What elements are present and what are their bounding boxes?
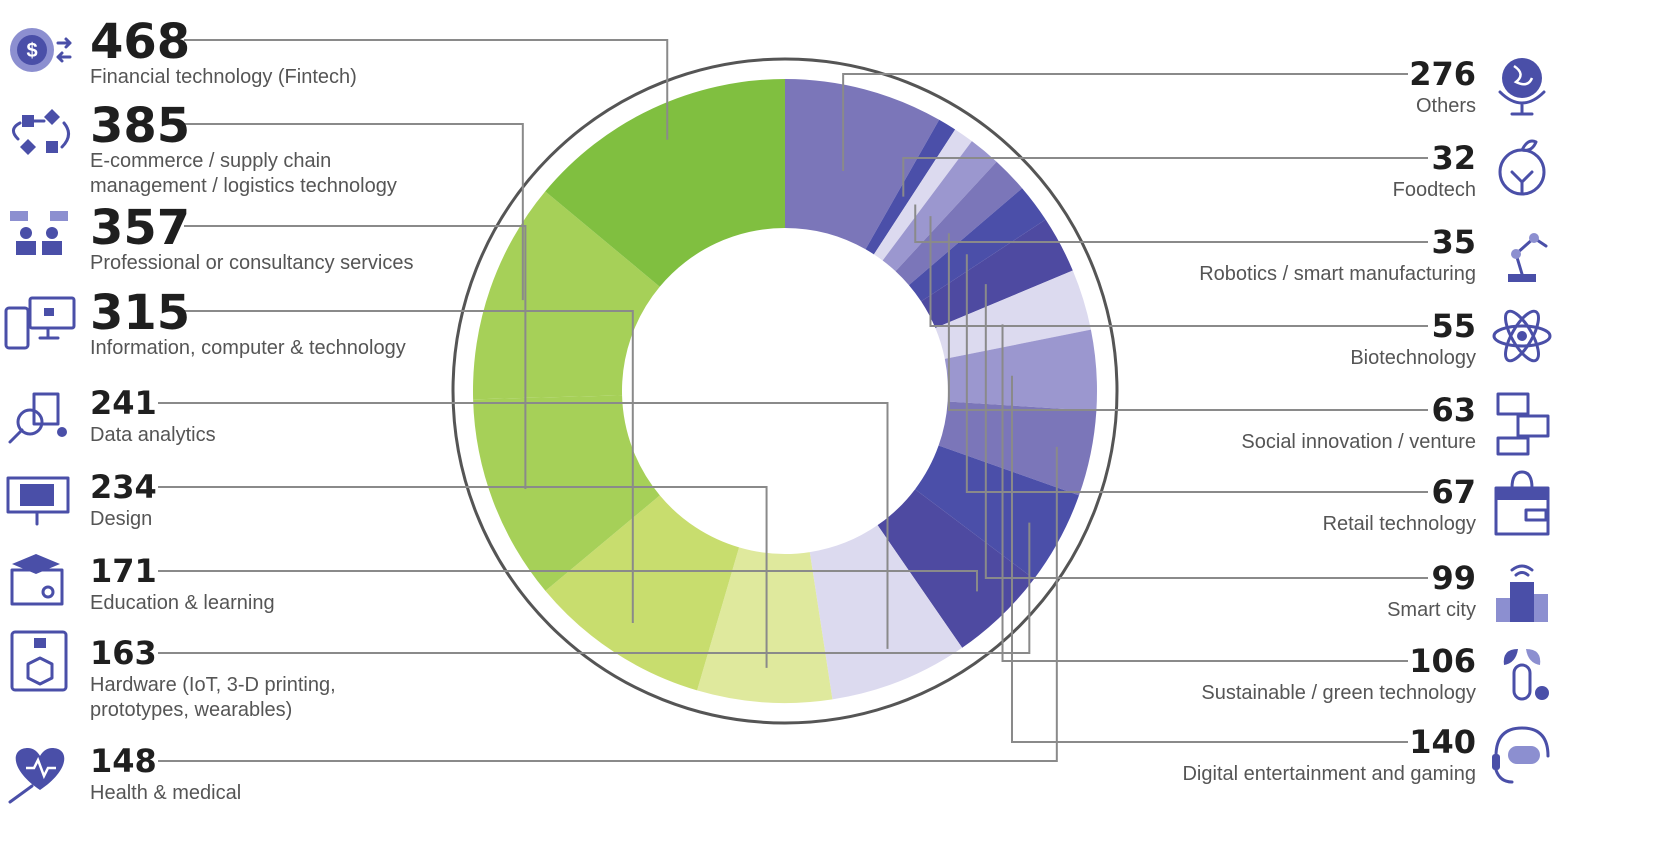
- atom-icon: [1492, 309, 1552, 363]
- leader-left-4: [158, 402, 889, 649]
- leader-right-0: [842, 73, 1408, 172]
- right-label-1: Foodtech: [1393, 179, 1476, 201]
- leader-left-8: [158, 446, 1058, 762]
- slice-information-computer-technology: [545, 495, 740, 691]
- right-value-3: 55: [1431, 307, 1476, 345]
- leader-right-8: [1010, 375, 1408, 743]
- left-value-0: 468: [90, 14, 190, 70]
- slice-data-analytics: [809, 525, 963, 700]
- leader-right-7: [1001, 324, 1408, 662]
- left-value-3: 315: [90, 285, 190, 341]
- category-icons: $: [4, 28, 1552, 804]
- magnifier-analytics-icon: [8, 392, 67, 444]
- slice-digital-entertainment-and-gaming: [944, 329, 1097, 411]
- left-value-8: 148: [90, 742, 157, 780]
- graduation-certificate-icon: [10, 554, 64, 606]
- right-label-4: Social innovation / venture: [1241, 431, 1476, 453]
- slice-others: [785, 79, 940, 250]
- left-label-0: Financial technology (Fintech): [90, 66, 357, 88]
- right-label-8: Digital entertainment and gaming: [1182, 763, 1476, 785]
- right-value-2: 35: [1431, 223, 1476, 261]
- slice-robotics-smart-manufacturing: [873, 129, 972, 261]
- right-label-5: Retail technology: [1323, 513, 1476, 535]
- left-label-5: Design: [90, 508, 152, 530]
- right-value-7: 106: [1409, 642, 1476, 680]
- leader-left-6: [158, 570, 978, 592]
- right-label-3: Biotechnology: [1350, 347, 1476, 369]
- gamepad-headset-icon: [1492, 726, 1550, 784]
- right-label-6: Smart city: [1387, 599, 1476, 621]
- leader-right-2: [914, 204, 1428, 243]
- left-label-7: Hardware (IoT, 3-D printing,: [90, 674, 336, 696]
- consultants-icon: [10, 211, 68, 255]
- leader-right-5: [965, 254, 1428, 493]
- design-board-icon: [6, 476, 70, 526]
- supply-chain-icon: [12, 109, 70, 155]
- slice-financial-technology-fintech: [545, 79, 785, 287]
- robot-arm-icon: [1508, 233, 1548, 282]
- left-value-5: 234: [90, 468, 157, 506]
- leader-lines: [158, 39, 1428, 762]
- leader-right-3: [929, 216, 1428, 327]
- devices-icon: [4, 296, 76, 350]
- slice-biotechnology: [882, 141, 997, 272]
- heart-syringe-icon: [8, 748, 65, 804]
- leader-right-1: [902, 157, 1428, 197]
- svg-text:$: $: [26, 40, 37, 62]
- smart-building-icon: [1496, 564, 1548, 622]
- left-label-4: Data analytics: [90, 424, 216, 446]
- leader-left-7: [158, 522, 1031, 654]
- slice-social-innovation-venture: [895, 161, 1023, 286]
- leader-left-0: [184, 39, 669, 140]
- green-tech-icon: [1503, 649, 1549, 701]
- dollar-exchange-icon: $: [10, 28, 72, 72]
- left-value-2: 357: [90, 200, 190, 256]
- slice-smart-city: [921, 219, 1073, 329]
- left-value-7: 163: [90, 634, 157, 672]
- right-value-5: 67: [1431, 473, 1476, 511]
- chat-bubbles-icon: [1496, 392, 1550, 456]
- outer-ring: [451, 57, 1119, 725]
- apple-circuit-icon: [1498, 139, 1546, 196]
- right-value-8: 140: [1409, 723, 1476, 761]
- right-label-7: Sustainable / green technology: [1201, 682, 1476, 704]
- slice-retail-technology: [908, 188, 1046, 302]
- right-label-0: Others: [1416, 95, 1476, 117]
- right-value-6: 99: [1431, 559, 1476, 597]
- 3d-printer-icon: [10, 630, 68, 692]
- leader-left-3: [184, 310, 634, 624]
- left-label-1: E-commerce / supply chain: [90, 150, 331, 172]
- leader-right-6: [984, 284, 1428, 579]
- left-label-7: prototypes, wearables): [90, 699, 292, 721]
- right-label-2: Robotics / smart manufacturing: [1199, 263, 1476, 285]
- slice-design: [697, 547, 833, 703]
- left-value-6: 171: [90, 552, 157, 590]
- left-label-3: Information, computer & technology: [90, 337, 406, 359]
- slice-education-learning: [877, 489, 1035, 648]
- shopping-bag-icon: [1494, 470, 1550, 536]
- left-label-1: management / logistics technology: [90, 175, 397, 197]
- slice-e-commerce-supply-chain-management-logistics-technology: [473, 191, 660, 400]
- slice-foodtech: [865, 119, 956, 255]
- slice-sustainable-green-technology: [935, 270, 1091, 359]
- left-label-2: Professional or consultancy services: [90, 252, 413, 274]
- slice-hardware-iot-3-d-printing-prototypes-wearables: [915, 445, 1080, 579]
- right-value-4: 63: [1431, 391, 1476, 429]
- leader-left-5: [158, 486, 768, 668]
- leader-left-2: [184, 225, 527, 490]
- left-label-8: Health & medical: [90, 782, 241, 804]
- right-value-1: 32: [1431, 139, 1476, 177]
- left-value-4: 241: [90, 384, 157, 422]
- globe-icon: [1498, 58, 1546, 116]
- left-label-6: Education & learning: [90, 592, 275, 614]
- right-value-0: 276: [1409, 55, 1476, 93]
- left-value-1: 385: [90, 98, 190, 154]
- slice-professional-or-consultancy-services: [473, 395, 660, 591]
- leader-right-4: [947, 233, 1428, 411]
- leader-left-1: [184, 123, 524, 301]
